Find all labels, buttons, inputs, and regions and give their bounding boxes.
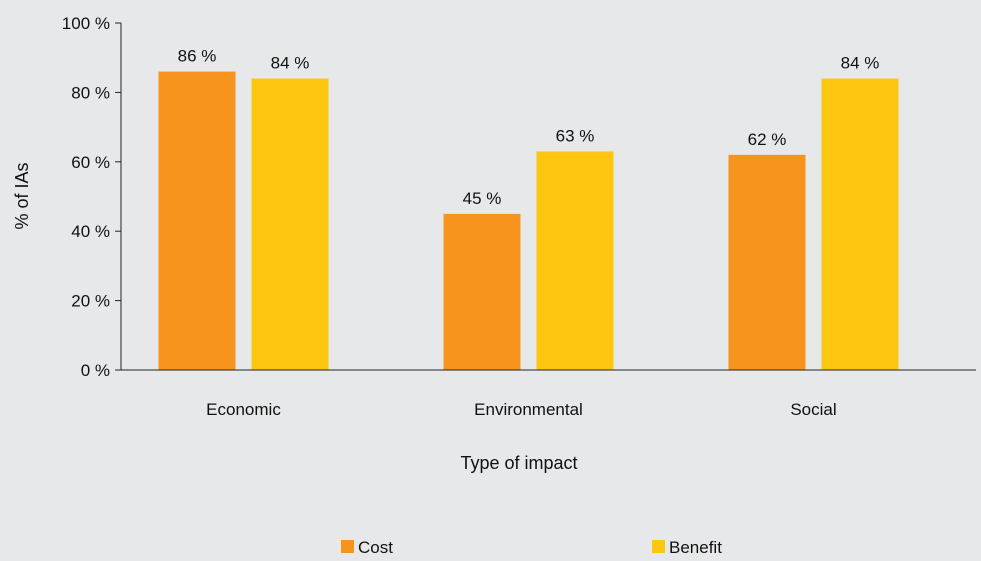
- y-tick-label: 100 %: [62, 14, 110, 33]
- data-label: 86 %: [178, 47, 217, 66]
- legend-label: Cost: [358, 538, 393, 557]
- bar-cost-environmental: [443, 213, 521, 370]
- legend-swatch: [652, 540, 665, 553]
- x-tick-label: Social: [790, 400, 836, 419]
- x-axis-title: Type of impact: [460, 453, 577, 473]
- bar-benefit-social: [821, 78, 899, 371]
- y-tick-label: 80 %: [71, 83, 110, 102]
- legend: Cost Benefit: [341, 538, 722, 557]
- y-tick-label: 0 %: [81, 361, 110, 380]
- y-tick-label: 20 %: [71, 292, 110, 311]
- data-label: 84 %: [271, 54, 310, 73]
- bar-cost-economic: [158, 71, 236, 370]
- data-label: 84 %: [841, 54, 880, 73]
- bar-cost-social: [728, 154, 806, 370]
- y-tick-label: 60 %: [71, 153, 110, 172]
- y-axis: 0 % 20 % 40 % 60 % 80 % 100 %: [62, 14, 122, 380]
- x-tick-label: Environmental: [474, 400, 583, 419]
- legend-swatch: [341, 540, 354, 553]
- y-tick-label: 40 %: [71, 222, 110, 241]
- data-label: 63 %: [556, 126, 595, 145]
- bar-benefit-environmental: [536, 151, 614, 370]
- x-axis: Economic Environmental Social: [121, 369, 976, 419]
- bar-benefit-economic: [251, 78, 329, 371]
- data-label: 62 %: [748, 130, 787, 149]
- bars: 86 % 84 % 45 % 63 % 62 % 84 %: [158, 47, 899, 371]
- x-tick-label: Economic: [206, 400, 281, 419]
- legend-label: Benefit: [669, 538, 722, 557]
- y-axis-title: % of IAs: [12, 162, 32, 229]
- data-label: 45 %: [463, 189, 502, 208]
